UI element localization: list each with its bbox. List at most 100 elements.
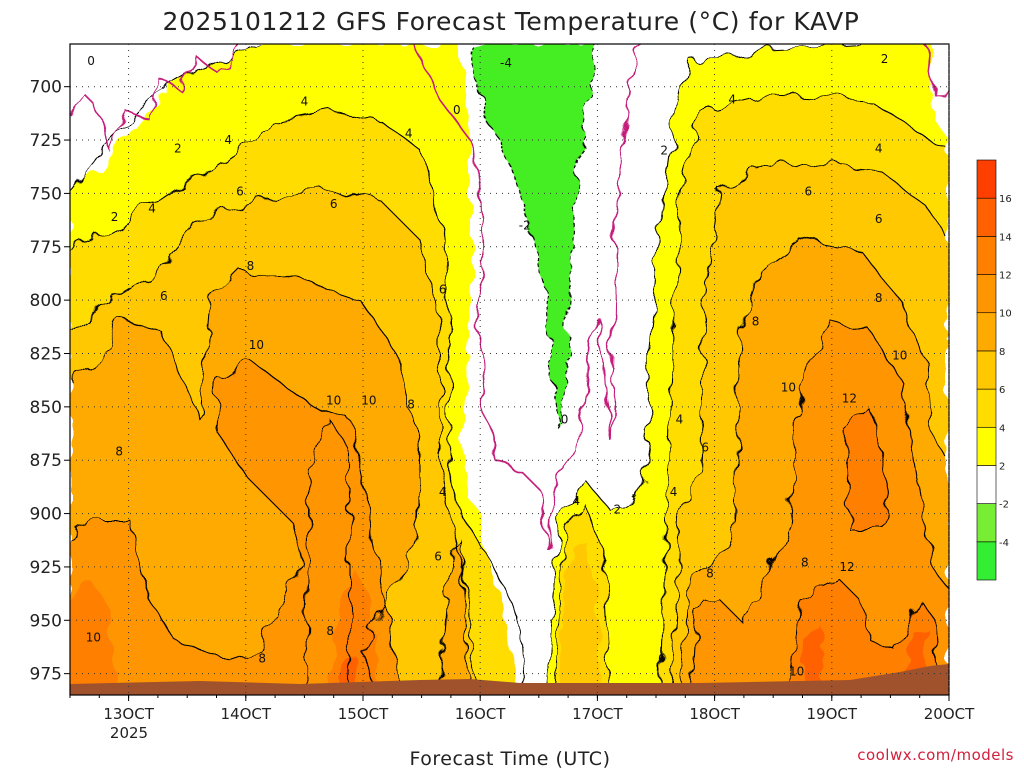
contour-6 xyxy=(70,189,476,695)
contour-label: 0 xyxy=(453,103,461,117)
x-tick-label: 18OCT xyxy=(689,705,740,723)
contour-label: 2 xyxy=(614,502,622,516)
contour-label: 10 xyxy=(249,338,264,352)
y-tick-label: 875 xyxy=(30,451,62,471)
contour-label: 4 xyxy=(676,413,684,427)
contour-label: 10 xyxy=(789,665,804,679)
contour-label: 10 xyxy=(361,393,376,407)
contour-label: 4 xyxy=(301,95,309,109)
contour-label: 4 xyxy=(148,201,156,215)
colorbar-swatch xyxy=(976,503,997,543)
contour-label: -4 xyxy=(500,56,512,70)
colorbar-swatch xyxy=(976,274,997,314)
colorbar-swatch xyxy=(976,388,997,428)
contour-label: 4 xyxy=(439,485,447,499)
colorbar-tick-label: 10 xyxy=(999,309,1012,320)
contour-label: 4 xyxy=(875,142,883,156)
contour-2-west xyxy=(70,44,261,191)
contour-label: 10 xyxy=(781,381,796,395)
contour-10-east xyxy=(689,319,949,695)
colorbar-swatch xyxy=(976,312,997,352)
colorbar-tick-label: 8 xyxy=(999,347,1005,358)
contour-label: 10 xyxy=(892,349,907,363)
contour-label: 8 xyxy=(247,259,255,273)
colorbar-swatch xyxy=(976,159,997,199)
contour-label: 6 xyxy=(439,282,447,296)
contour-label: 2 xyxy=(660,144,668,158)
colorbar-swatch xyxy=(976,426,997,466)
x-year-label: 2025 xyxy=(110,724,148,742)
y-tick-label: 775 xyxy=(30,238,62,258)
contour-4 xyxy=(70,109,526,695)
contour-label: 8 xyxy=(706,566,714,580)
contour-label: 8 xyxy=(407,398,415,412)
credit-text: coolwx.com/models xyxy=(857,746,1014,764)
band-14-16 xyxy=(800,625,825,695)
band-upper-right xyxy=(930,44,949,140)
contour-label: 2 xyxy=(881,52,889,66)
y-tick-label: 725 xyxy=(30,131,62,151)
freezing-lines xyxy=(70,44,949,551)
band-10-12-c xyxy=(690,320,949,695)
x-tick-label: 17OCT xyxy=(572,705,623,723)
contour-8-bubble xyxy=(439,537,469,695)
contour-label: 4 xyxy=(670,485,678,499)
contour-label: 8 xyxy=(326,624,334,638)
contour-label: 8 xyxy=(752,314,760,328)
contour-label: 4 xyxy=(728,92,736,106)
colorbar: -4 -2 2 4 6 8 10 12 14 16 xyxy=(976,159,1012,581)
contour-6-east xyxy=(669,159,949,695)
freezing-line-west xyxy=(70,44,241,153)
contour-12-east xyxy=(844,409,891,531)
contour-label: 12 xyxy=(839,560,854,574)
contour-label: 4 xyxy=(224,133,232,147)
x-axis-label: Forecast Time (UTC) xyxy=(410,748,611,768)
y-tick-label: 825 xyxy=(30,344,62,364)
contour-4-east xyxy=(659,94,949,695)
contour-minus2 xyxy=(469,44,597,431)
colorbar-tick-label: 12 xyxy=(999,271,1012,282)
contour-label: 6 xyxy=(434,549,442,563)
contour-label: 10 xyxy=(86,630,101,644)
y-tick-label: 800 xyxy=(30,291,62,311)
colorbar-tick-label: 14 xyxy=(999,232,1012,243)
terrain xyxy=(70,664,949,695)
freezing-line-center xyxy=(414,44,641,551)
band-12-14-d xyxy=(845,410,890,530)
y-axis: 700 725 750 775 800 825 850 875 900 925 950 975 xyxy=(30,78,70,685)
band-8-10-b xyxy=(440,540,468,695)
x-tick-label: 16OCT xyxy=(455,705,506,723)
contour-10-bubble xyxy=(304,418,351,695)
contour-label: 8 xyxy=(258,652,266,666)
y-tick-label: 850 xyxy=(30,398,62,418)
contour-label: 6 xyxy=(236,184,244,198)
contour-label: 0 xyxy=(87,54,95,68)
y-tick-label: 700 xyxy=(30,78,62,98)
colorbar-tick-label: 6 xyxy=(999,385,1005,396)
x-axis: 13OCT 14OCT 15OCT 16OCT 17OCT 18OCT 19OCT 20OCT xyxy=(69,695,975,723)
colorbar-swatch xyxy=(976,465,997,504)
y-tick-label: 950 xyxy=(30,611,62,631)
contour-label: 12 xyxy=(842,391,857,405)
temperature-field: 0 2 4 2 6 8 10 4 6 8 10 4 6 4 10 10 8 6 8 8 4 6 0 -4 -2 0 4 2 2 4 6 8 4 6… xyxy=(70,44,949,695)
contour-label: 0 xyxy=(561,413,569,427)
colorbar-tick-label: 2 xyxy=(999,461,1005,472)
contour-label: 6 xyxy=(330,197,338,211)
contour-label: 4 xyxy=(572,494,580,508)
contour-12-low xyxy=(789,579,941,695)
y-tick-label: 900 xyxy=(30,505,62,525)
contour-label: 6 xyxy=(160,289,168,303)
colorbar-tick-label: -2 xyxy=(999,500,1009,511)
x-tick-label: 20OCT xyxy=(924,705,975,723)
chart-title: 2025101212 GFS Forecast Temperature (°C)… xyxy=(163,7,860,36)
contour-label: 6 xyxy=(805,184,813,198)
colorbar-tick-label: 16 xyxy=(999,194,1012,205)
band-12-14-c xyxy=(790,580,940,695)
x-tick-label: 19OCT xyxy=(807,705,858,723)
x-tick-label: 13OCT xyxy=(103,705,154,723)
colorbar-swatch xyxy=(976,197,997,237)
y-tick-label: 750 xyxy=(30,184,62,204)
contour-label: 8 xyxy=(115,445,123,459)
contour-label: -2 xyxy=(519,218,531,232)
contour-8-east xyxy=(679,239,949,695)
